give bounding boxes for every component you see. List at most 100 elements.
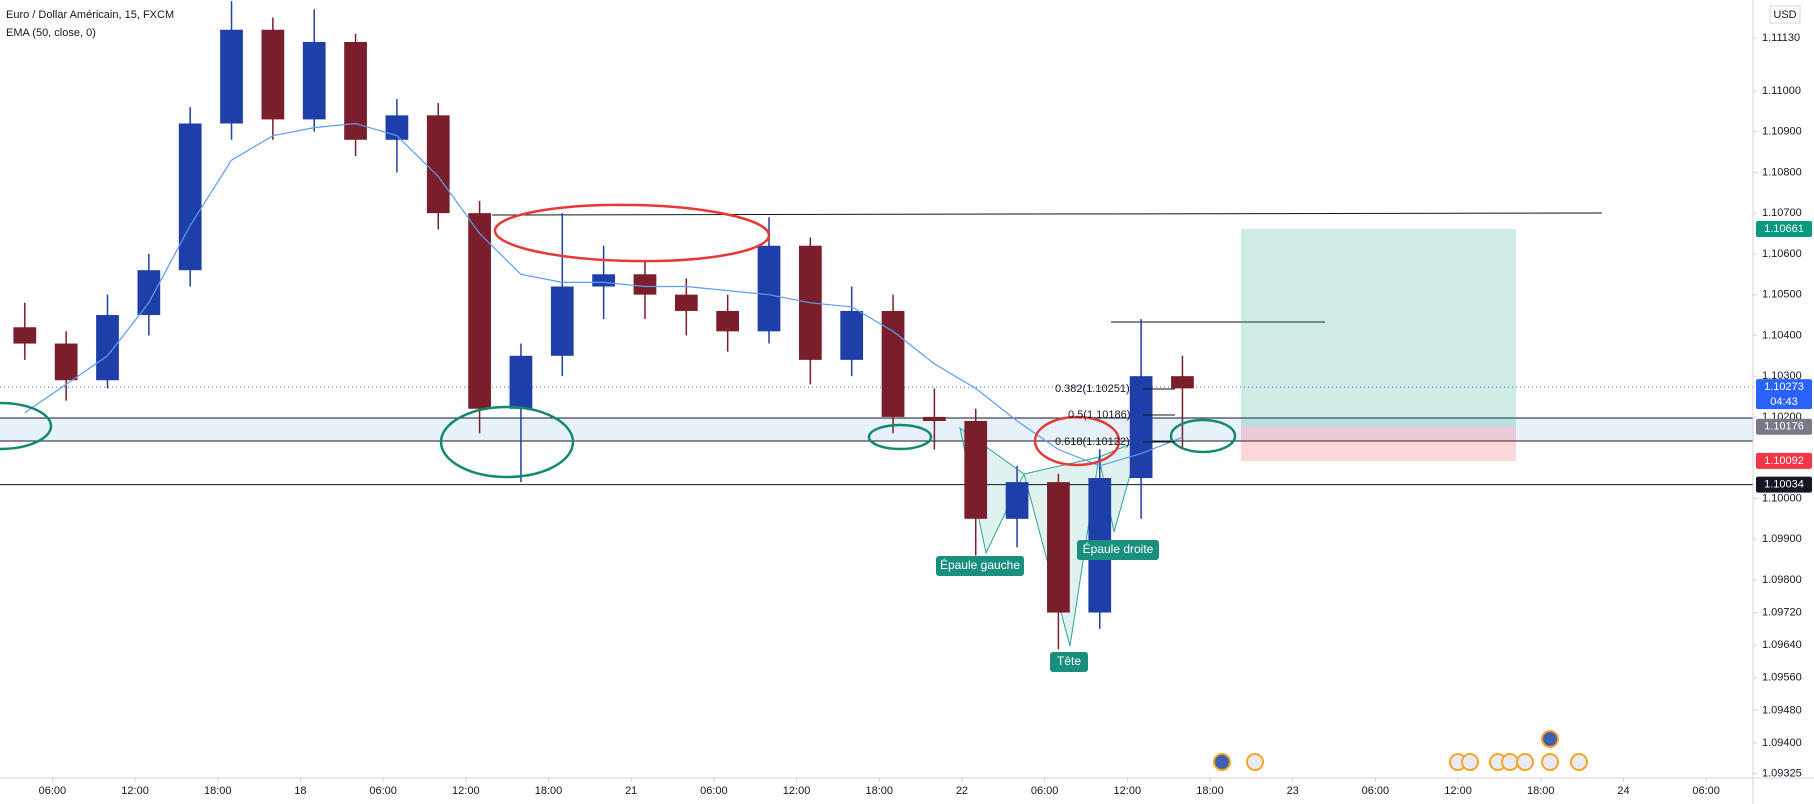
candle-body — [13, 327, 37, 344]
stop-price-label-box — [1756, 452, 1812, 469]
event-icon — [1246, 753, 1264, 771]
resistance-line — [491, 212, 1603, 216]
candle-body — [426, 115, 450, 214]
x-tick-label: 12:00 — [1444, 785, 1472, 797]
indicator-legend: EMA (50, close, 0) — [6, 27, 96, 39]
y-tick-label: 1.10300 — [1762, 370, 1802, 382]
level-price-label-box — [1756, 476, 1812, 493]
x-tick-label: 06:00 — [369, 785, 397, 797]
pattern-label-box — [1077, 540, 1159, 560]
pattern-label: Épaule droite — [1083, 541, 1154, 556]
chart-title: Euro / Dollar Américain, 15, FXCM — [6, 9, 174, 21]
candle-body — [468, 213, 491, 409]
candle-body — [96, 315, 119, 381]
last-price-label-box — [1756, 379, 1812, 410]
ema-line — [24, 122, 1183, 467]
x-tick-label: 06:00 — [1692, 785, 1720, 797]
x-tick-label: 12:00 — [121, 785, 149, 797]
y-tick-label: 1.10700 — [1762, 207, 1802, 219]
event-icon — [1461, 753, 1479, 771]
candle-body — [1129, 376, 1153, 479]
event-icon — [1516, 753, 1534, 771]
marks — [13, 1, 1194, 650]
event-icon — [1501, 753, 1519, 771]
countdown: 04:43 — [1770, 396, 1798, 408]
x-tick-label: 21 — [625, 785, 637, 797]
target-zone — [1241, 229, 1516, 427]
x-tick-label: 12:00 — [1114, 785, 1142, 797]
pattern-label: Tête — [1057, 654, 1081, 668]
candle-body — [964, 420, 988, 519]
x-tick-label: 18:00 — [865, 785, 893, 797]
x-tick-label: 23 — [1287, 785, 1299, 797]
candle-body — [509, 355, 533, 409]
x-tick-label: 24 — [1617, 785, 1629, 797]
y-tick-label: 1.10000 — [1762, 492, 1802, 504]
entry-price-label: 1.10176 — [1764, 421, 1804, 433]
y-tick-label: 1.11130 — [1762, 32, 1800, 44]
currency-box — [1769, 5, 1801, 24]
x-tick-label: 06:00 — [1031, 785, 1059, 797]
candle-body — [1005, 482, 1029, 519]
highlight-ellipse — [1169, 418, 1237, 454]
event-icon — [1541, 753, 1559, 771]
y-tick-label: 1.09560 — [1762, 672, 1802, 684]
y-tick-label: 1.09480 — [1762, 704, 1802, 716]
event-icon — [1213, 753, 1231, 771]
x-tick-label: 18:00 — [1196, 785, 1224, 797]
y-tick-label: 1.11000 — [1762, 85, 1801, 97]
candle-body — [54, 343, 78, 381]
event-icon — [1570, 753, 1588, 771]
candle-body — [923, 416, 946, 421]
last-price-label: 1.10273 — [1764, 381, 1804, 393]
candle-body — [881, 310, 905, 417]
fib-label: 0.618(1.10122) — [1055, 436, 1130, 448]
event-icons — [1213, 730, 1588, 771]
pattern-label: Épaule gauche — [940, 557, 1020, 572]
drawings — [0, 203, 1237, 479]
currency: USD — [1773, 9, 1796, 21]
candle-body — [178, 123, 202, 271]
candle-body — [550, 286, 574, 356]
x-tick-label: 06:00 — [700, 785, 728, 797]
y-tick-label: 1.09400 — [1762, 737, 1802, 749]
fib-label: 0.5(1.10186) — [1068, 409, 1130, 421]
highlight-ellipse — [493, 203, 771, 263]
x-tick-label: 18 — [294, 785, 306, 797]
stop-price-label: 1.10092 — [1764, 455, 1804, 467]
target-price-label: 1.10661 — [1764, 223, 1804, 235]
y-tick-label: 1.09640 — [1762, 639, 1802, 651]
x-tick-label: 06:00 — [39, 785, 67, 797]
y-tick-label: 1.10800 — [1762, 166, 1802, 178]
candle-body — [302, 41, 326, 120]
y-tick-label: 1.10400 — [1762, 329, 1802, 341]
y-tick-label: 1.10900 — [1762, 126, 1802, 138]
candle-body — [840, 310, 864, 360]
candle-body — [757, 245, 781, 332]
highlight-ellipse — [1033, 415, 1121, 467]
entry-price-label-box — [1756, 418, 1812, 435]
level-price-label: 1.10034 — [1764, 478, 1804, 490]
candle-body — [716, 310, 740, 332]
candle-body — [261, 29, 285, 120]
candle-body — [344, 41, 367, 140]
x-tick-label: 18:00 — [535, 785, 563, 797]
x-tick-label: 12:00 — [452, 785, 480, 797]
y-tick-label: 1.10600 — [1762, 248, 1802, 260]
x-tick-label: 12:00 — [783, 785, 811, 797]
candle-body — [220, 29, 243, 124]
pattern-label-box — [1050, 652, 1088, 672]
y-tick-label: 1.09720 — [1762, 606, 1802, 618]
x-tick-label: 18:00 — [204, 785, 232, 797]
y-tick-label: 1.09325 — [1762, 767, 1802, 779]
x-tick-label: 06:00 — [1362, 785, 1390, 797]
highlight-ellipse — [0, 401, 53, 451]
pattern-label-box — [936, 556, 1024, 576]
x-tick-label: 18:00 — [1527, 785, 1555, 797]
event-icon — [1541, 730, 1559, 748]
candle-body — [137, 270, 161, 316]
target-price-label-box — [1756, 221, 1812, 238]
candle-body — [674, 294, 698, 311]
